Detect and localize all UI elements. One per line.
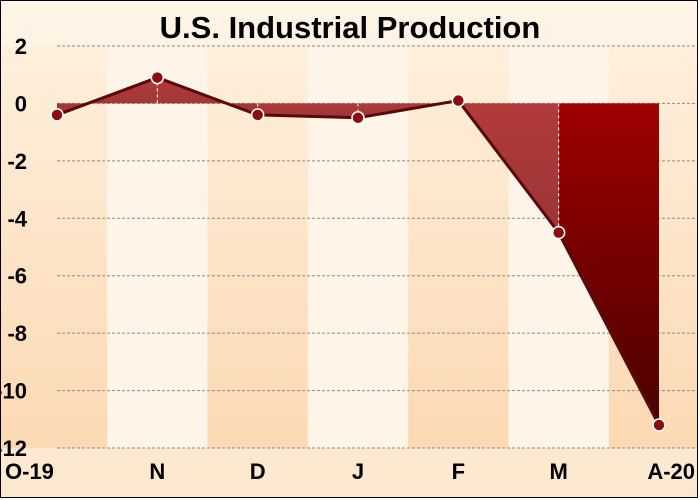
x-tick-label: F	[452, 459, 465, 484]
x-tick-label: J	[352, 459, 364, 484]
y-tick-label: -8	[7, 321, 27, 346]
data-point-J	[351, 111, 365, 125]
y-axis-tick-labels: 2 0 -2 -4 -6 -8 -10 -12	[1, 34, 28, 461]
data-markers	[50, 70, 666, 432]
x-tick-label: N	[149, 459, 165, 484]
x-axis-tick-labels: O-19 N D J F M A-20	[5, 459, 695, 484]
y-tick-label: -2	[7, 149, 27, 174]
data-point-A-20	[652, 418, 666, 432]
x-tick-label: A-20	[647, 459, 695, 484]
data-point-D	[250, 108, 265, 122]
data-point-F	[451, 93, 466, 108]
x-tick-label: M	[550, 459, 568, 484]
y-tick-label: -10	[1, 379, 27, 404]
data-point-M	[551, 225, 566, 240]
x-tick-label: O-19	[5, 459, 54, 484]
background-band	[107, 46, 208, 448]
y-tick-label: -4	[7, 206, 27, 231]
y-tick-label: -12	[1, 436, 27, 461]
data-point-O-19	[50, 108, 64, 122]
y-tick-label: 2	[15, 34, 27, 59]
area-segment	[558, 103, 659, 426]
y-tick-label: 0	[15, 91, 27, 116]
y-tick-label: -6	[7, 264, 27, 289]
data-point-N	[150, 70, 165, 85]
chart-title: U.S. Industrial Production	[160, 10, 541, 45]
x-tick-label: D	[250, 459, 266, 484]
